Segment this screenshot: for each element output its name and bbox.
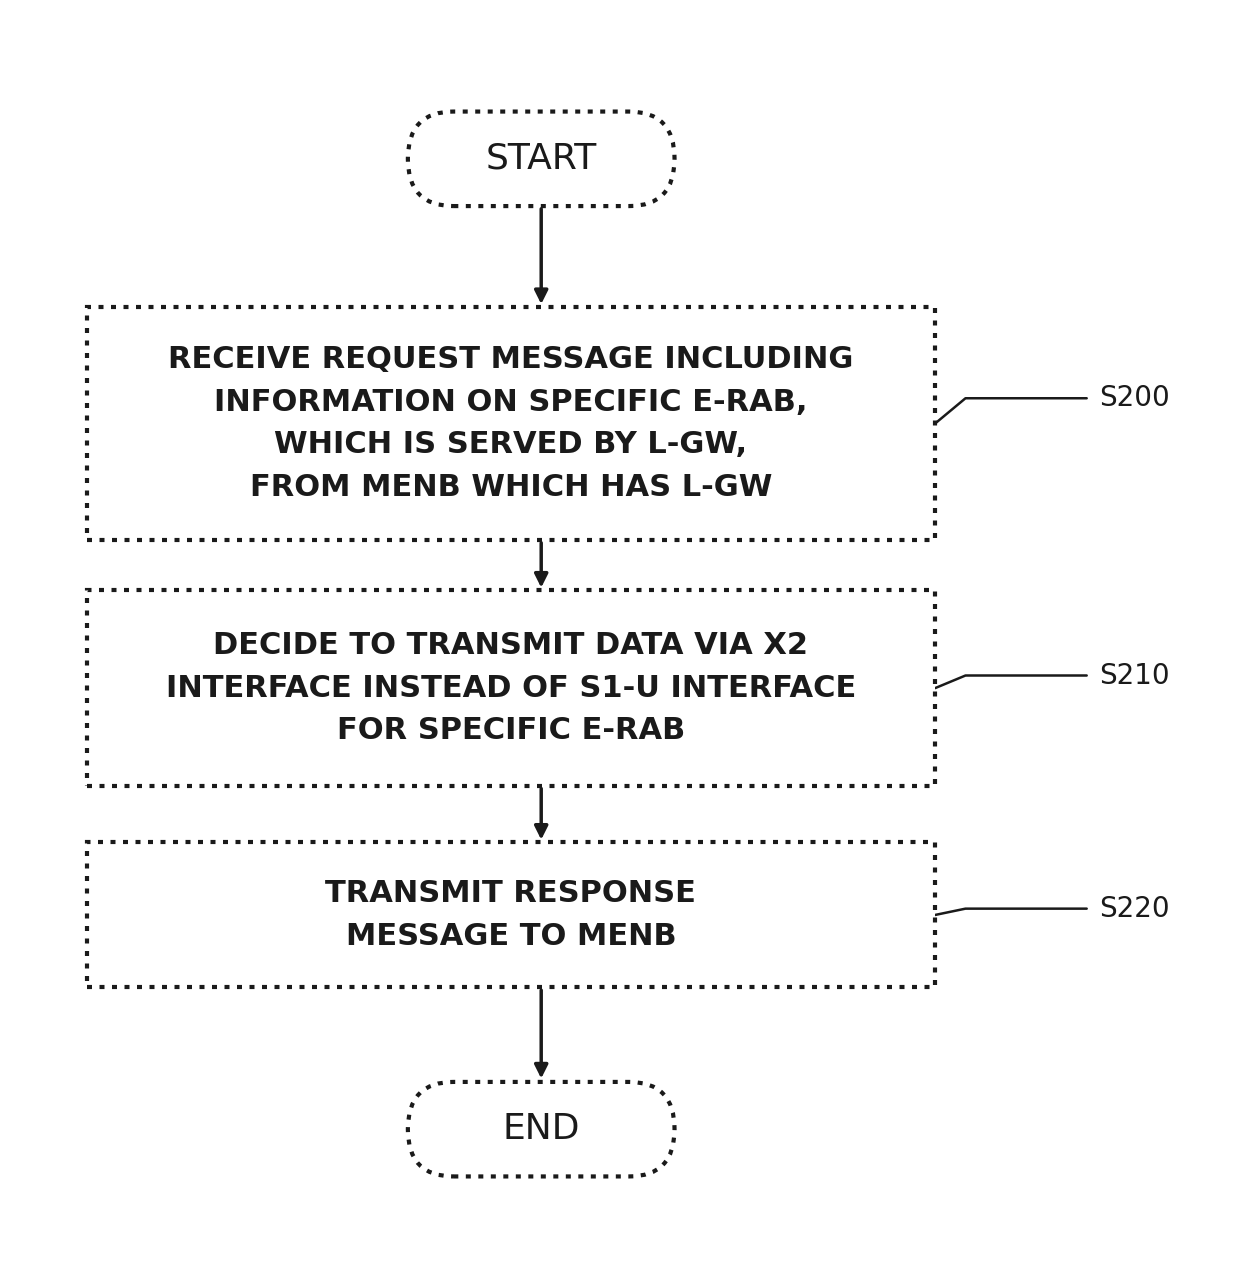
Text: START: START [486, 142, 596, 176]
FancyBboxPatch shape [408, 112, 675, 206]
Text: S210: S210 [1099, 662, 1169, 689]
FancyBboxPatch shape [87, 842, 935, 988]
Text: RECEIVE REQUEST MESSAGE INCLUDING
INFORMATION ON SPECIFIC E-RAB,
WHICH IS SERVED: RECEIVE REQUEST MESSAGE INCLUDING INFORM… [169, 345, 853, 502]
FancyBboxPatch shape [408, 1082, 675, 1176]
Text: TRANSMIT RESPONSE
MESSAGE TO MENB: TRANSMIT RESPONSE MESSAGE TO MENB [325, 878, 697, 951]
FancyBboxPatch shape [87, 307, 935, 540]
FancyBboxPatch shape [87, 590, 935, 786]
Text: END: END [502, 1112, 580, 1146]
Text: S220: S220 [1099, 895, 1169, 922]
Text: S200: S200 [1099, 384, 1169, 412]
Text: DECIDE TO TRANSMIT DATA VIA X2
INTERFACE INSTEAD OF S1-U INTERFACE
FOR SPECIFIC : DECIDE TO TRANSMIT DATA VIA X2 INTERFACE… [166, 631, 856, 746]
